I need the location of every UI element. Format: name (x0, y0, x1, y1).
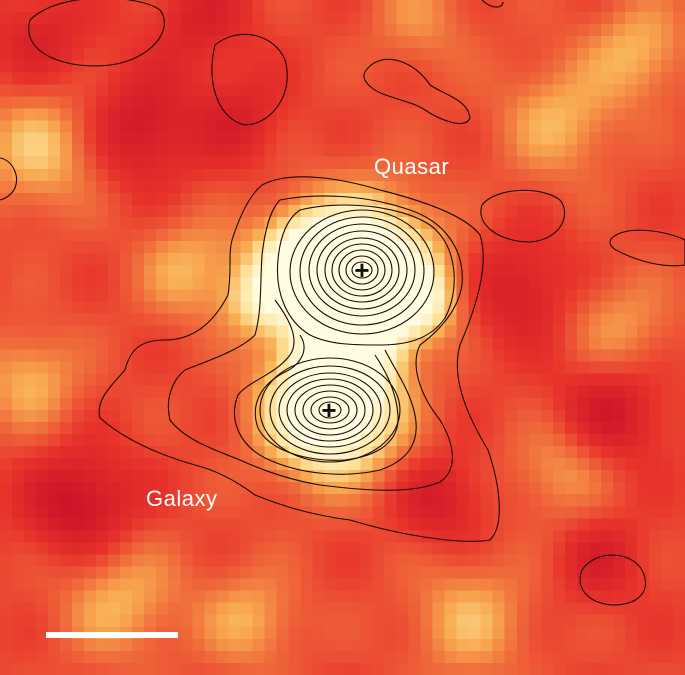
contour-line (299, 216, 425, 326)
contour-line (286, 378, 374, 442)
galaxy-label: Galaxy (146, 486, 218, 511)
contour-line (331, 243, 393, 297)
contour-line (0, 157, 18, 201)
contour-line (318, 401, 342, 419)
contour-line (609, 229, 685, 267)
contour-line (481, 0, 504, 8)
contour-line (351, 261, 373, 279)
contour-line (211, 33, 288, 126)
contour-line (294, 384, 366, 436)
scale-bar (46, 632, 178, 638)
contour-line (98, 176, 500, 542)
contour-line (276, 204, 455, 346)
quasar-marker: + (354, 255, 369, 285)
contour-line (345, 255, 379, 285)
quasar-label: Quasar (374, 154, 450, 179)
contour-line (363, 58, 471, 124)
contour-line (324, 237, 400, 303)
contour-line (234, 299, 417, 475)
contour-line (310, 396, 350, 424)
contour-line (308, 223, 416, 317)
contour-line (302, 390, 358, 430)
contour-line (269, 365, 391, 455)
contour-line (28, 0, 165, 67)
contour-line (278, 372, 382, 448)
contour-line (579, 554, 647, 606)
contour-line (480, 189, 566, 243)
galaxy-marker: + (321, 395, 336, 425)
contour-line (338, 249, 386, 291)
contour-line (259, 357, 401, 463)
contour-line (289, 209, 435, 335)
contour-line (254, 334, 399, 461)
contour-line (167, 195, 463, 491)
contour-line (316, 230, 408, 310)
